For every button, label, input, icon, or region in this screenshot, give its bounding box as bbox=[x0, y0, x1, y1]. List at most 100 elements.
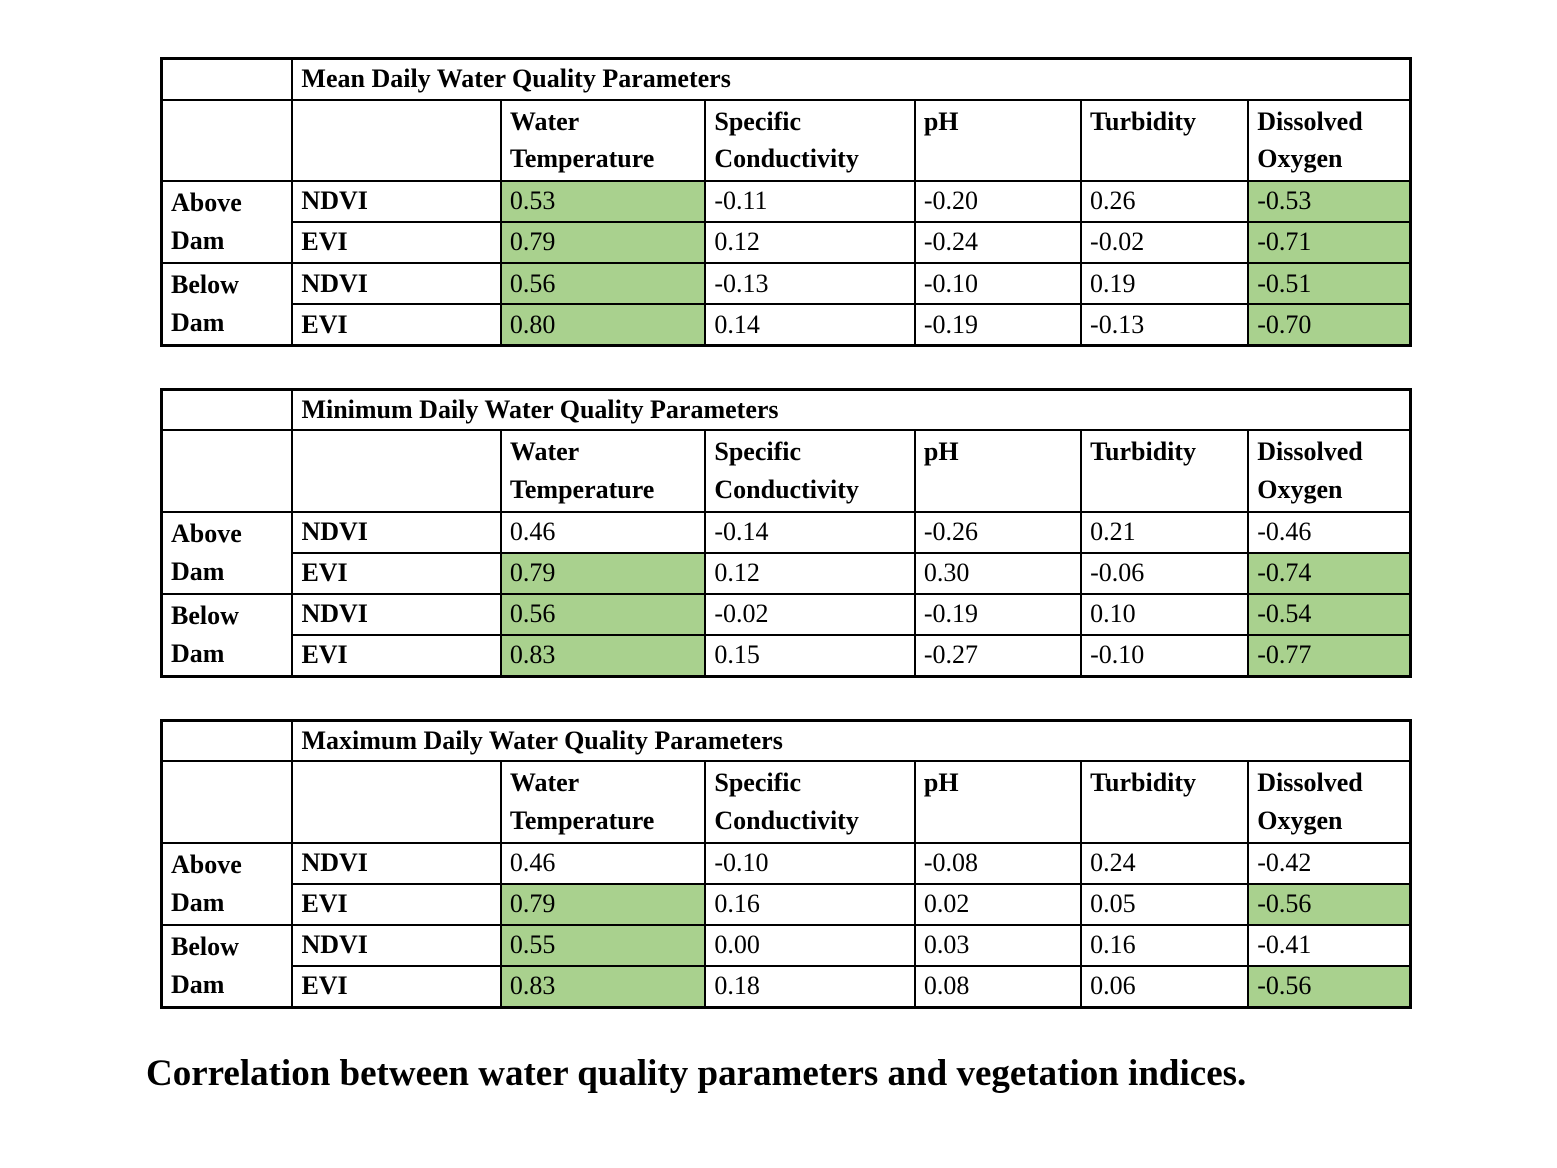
corner-cell bbox=[160, 429, 294, 513]
row-group-label: Below Dam bbox=[160, 261, 294, 347]
vegetation-index-label: EVI bbox=[291, 882, 502, 926]
value-cell: 0.56 bbox=[499, 261, 707, 306]
value-cell: 0.30 bbox=[913, 551, 1083, 595]
row-group-label: Above Dam bbox=[160, 510, 294, 595]
value-cell: -0.02 bbox=[1080, 220, 1250, 264]
corner-cell bbox=[160, 98, 294, 182]
value-cell: 0.24 bbox=[1080, 841, 1250, 885]
value-cell: -0.06 bbox=[1080, 551, 1250, 595]
vegetation-index-label: EVI bbox=[291, 303, 502, 347]
column-header: Turbidity bbox=[1080, 429, 1250, 513]
value-cell: 0.53 bbox=[499, 179, 707, 223]
vegetation-index-label: NDVI bbox=[291, 510, 502, 554]
table-row: EVI 0.80 0.14 -0.19 -0.13 -0.70 bbox=[162, 303, 1412, 347]
table-row: Above Dam NDVI 0.46 -0.10 -0.08 0.24 -0.42 bbox=[160, 841, 1412, 926]
table-title-row: Maximum Daily Water Quality Parameters bbox=[160, 719, 1412, 763]
vegetation-index-label: EVI bbox=[291, 633, 502, 678]
value-cell: 0.83 bbox=[499, 633, 707, 678]
value-cell: -0.10 bbox=[704, 841, 916, 885]
column-header-row: Water Temperature Specific Conductivity pH… bbox=[160, 98, 1412, 182]
table-row: Above Dam NDVI 0.46 -0.14 -0.26 0.21 -0.46 bbox=[160, 510, 1412, 595]
value-cell: 0.03 bbox=[913, 923, 1083, 967]
value-cell: -0.27 bbox=[913, 633, 1083, 678]
column-header: Dissolved Oxygen bbox=[1247, 760, 1412, 844]
column-header-row: Water Temperature Specific Conductivity pH… bbox=[160, 429, 1412, 513]
table-row: EVI 0.79 0.12 0.30 -0.06 -0.74 bbox=[162, 551, 1412, 595]
table-row: EVI 0.79 0.12 -0.24 -0.02 -0.71 bbox=[162, 220, 1412, 264]
value-cell: 0.83 bbox=[499, 964, 707, 1009]
value-cell: 0.26 bbox=[1080, 179, 1250, 223]
corner-cell bbox=[291, 429, 502, 513]
value-cell: 0.79 bbox=[499, 220, 707, 264]
value-cell: -0.13 bbox=[1080, 303, 1250, 347]
column-header: Specific Conductivity bbox=[704, 98, 916, 182]
value-cell: 0.08 bbox=[913, 964, 1083, 1009]
table-row: Above Dam NDVI 0.53 -0.11 -0.20 0.26 -0.53 bbox=[160, 179, 1412, 264]
column-header: Water Temperature bbox=[499, 429, 707, 513]
column-header: Turbidity bbox=[1080, 760, 1250, 844]
column-header: Specific Conductivity bbox=[704, 429, 916, 513]
value-cell: -0.56 bbox=[1247, 964, 1412, 1009]
vegetation-index-label: NDVI bbox=[291, 592, 502, 637]
value-cell: -0.26 bbox=[913, 510, 1083, 554]
table-title: Maximum Daily Water Quality Parameters bbox=[291, 719, 1412, 763]
value-cell: -0.70 bbox=[1247, 303, 1412, 347]
value-cell: 0.16 bbox=[704, 882, 916, 926]
vegetation-index-label: NDVI bbox=[291, 841, 502, 885]
table-row: Below Dam NDVI 0.56 -0.13 -0.10 0.19 -0.51 bbox=[160, 261, 1412, 347]
value-cell: 0.19 bbox=[1080, 261, 1250, 306]
table-caption: Correlation between water quality parame… bbox=[146, 1052, 1247, 1094]
column-header: pH bbox=[913, 98, 1083, 182]
table-row: Below Dam NDVI 0.55 0.00 0.03 0.16 -0.41 bbox=[160, 923, 1412, 1009]
column-header-row: Water Temperature Specific Conductivity pH… bbox=[160, 760, 1412, 844]
value-cell: 0.10 bbox=[1080, 592, 1250, 637]
table-title-row: Minimum Daily Water Quality Parameters bbox=[160, 388, 1412, 432]
table-row: EVI 0.79 0.16 0.02 0.05 -0.56 bbox=[162, 882, 1412, 926]
value-cell: 0.06 bbox=[1080, 964, 1250, 1009]
row-group-label: Below Dam bbox=[160, 592, 294, 678]
value-cell: 0.05 bbox=[1080, 882, 1250, 926]
value-cell: 0.79 bbox=[499, 882, 707, 926]
value-cell: -0.02 bbox=[704, 592, 916, 637]
value-cell: -0.51 bbox=[1247, 261, 1412, 306]
value-cell: -0.71 bbox=[1247, 220, 1412, 264]
vegetation-index-label: NDVI bbox=[291, 923, 502, 967]
vegetation-index-label: EVI bbox=[291, 551, 502, 595]
vegetation-index-label: EVI bbox=[291, 220, 502, 264]
column-header: Turbidity bbox=[1080, 98, 1250, 182]
value-cell: -0.14 bbox=[704, 510, 916, 554]
document-page: Mean Daily Water Quality Parameters Water… bbox=[146, 57, 1412, 1094]
corner-cell bbox=[291, 760, 502, 844]
corner-cell bbox=[291, 98, 502, 182]
correlation-table-3: Maximum Daily Water Quality Parameters Wa… bbox=[160, 718, 1412, 1009]
value-cell: 0.02 bbox=[913, 882, 1083, 926]
value-cell: -0.10 bbox=[1080, 633, 1250, 678]
table-title: Minimum Daily Water Quality Parameters bbox=[291, 388, 1412, 432]
table-row: EVI 0.83 0.15 -0.27 -0.10 -0.77 bbox=[162, 633, 1412, 678]
value-cell: -0.10 bbox=[913, 261, 1083, 306]
value-cell: -0.19 bbox=[913, 592, 1083, 637]
column-header: Water Temperature bbox=[499, 98, 707, 182]
corner-cell bbox=[160, 57, 294, 101]
table-row: EVI 0.83 0.18 0.08 0.06 -0.56 bbox=[162, 964, 1412, 1009]
value-cell: -0.56 bbox=[1247, 882, 1412, 926]
column-header: pH bbox=[913, 760, 1083, 844]
corner-cell bbox=[160, 719, 294, 763]
value-cell: 0.18 bbox=[704, 964, 916, 1009]
vegetation-index-label: EVI bbox=[291, 964, 502, 1009]
value-cell: -0.11 bbox=[704, 179, 916, 223]
column-header: Dissolved Oxygen bbox=[1247, 429, 1412, 513]
value-cell: -0.13 bbox=[704, 261, 916, 306]
value-cell: -0.20 bbox=[913, 179, 1083, 223]
vegetation-index-label: NDVI bbox=[291, 179, 502, 223]
column-header: Specific Conductivity bbox=[704, 760, 916, 844]
value-cell: 0.56 bbox=[499, 592, 707, 637]
value-cell: 0.55 bbox=[499, 923, 707, 967]
value-cell: -0.46 bbox=[1247, 510, 1412, 554]
row-group-label: Below Dam bbox=[160, 923, 294, 1009]
vegetation-index-label: NDVI bbox=[291, 261, 502, 306]
value-cell: -0.42 bbox=[1247, 841, 1412, 885]
correlation-table-2: Minimum Daily Water Quality Parameters Wa… bbox=[160, 387, 1412, 678]
value-cell: 0.80 bbox=[499, 303, 707, 347]
value-cell: -0.77 bbox=[1247, 633, 1412, 678]
